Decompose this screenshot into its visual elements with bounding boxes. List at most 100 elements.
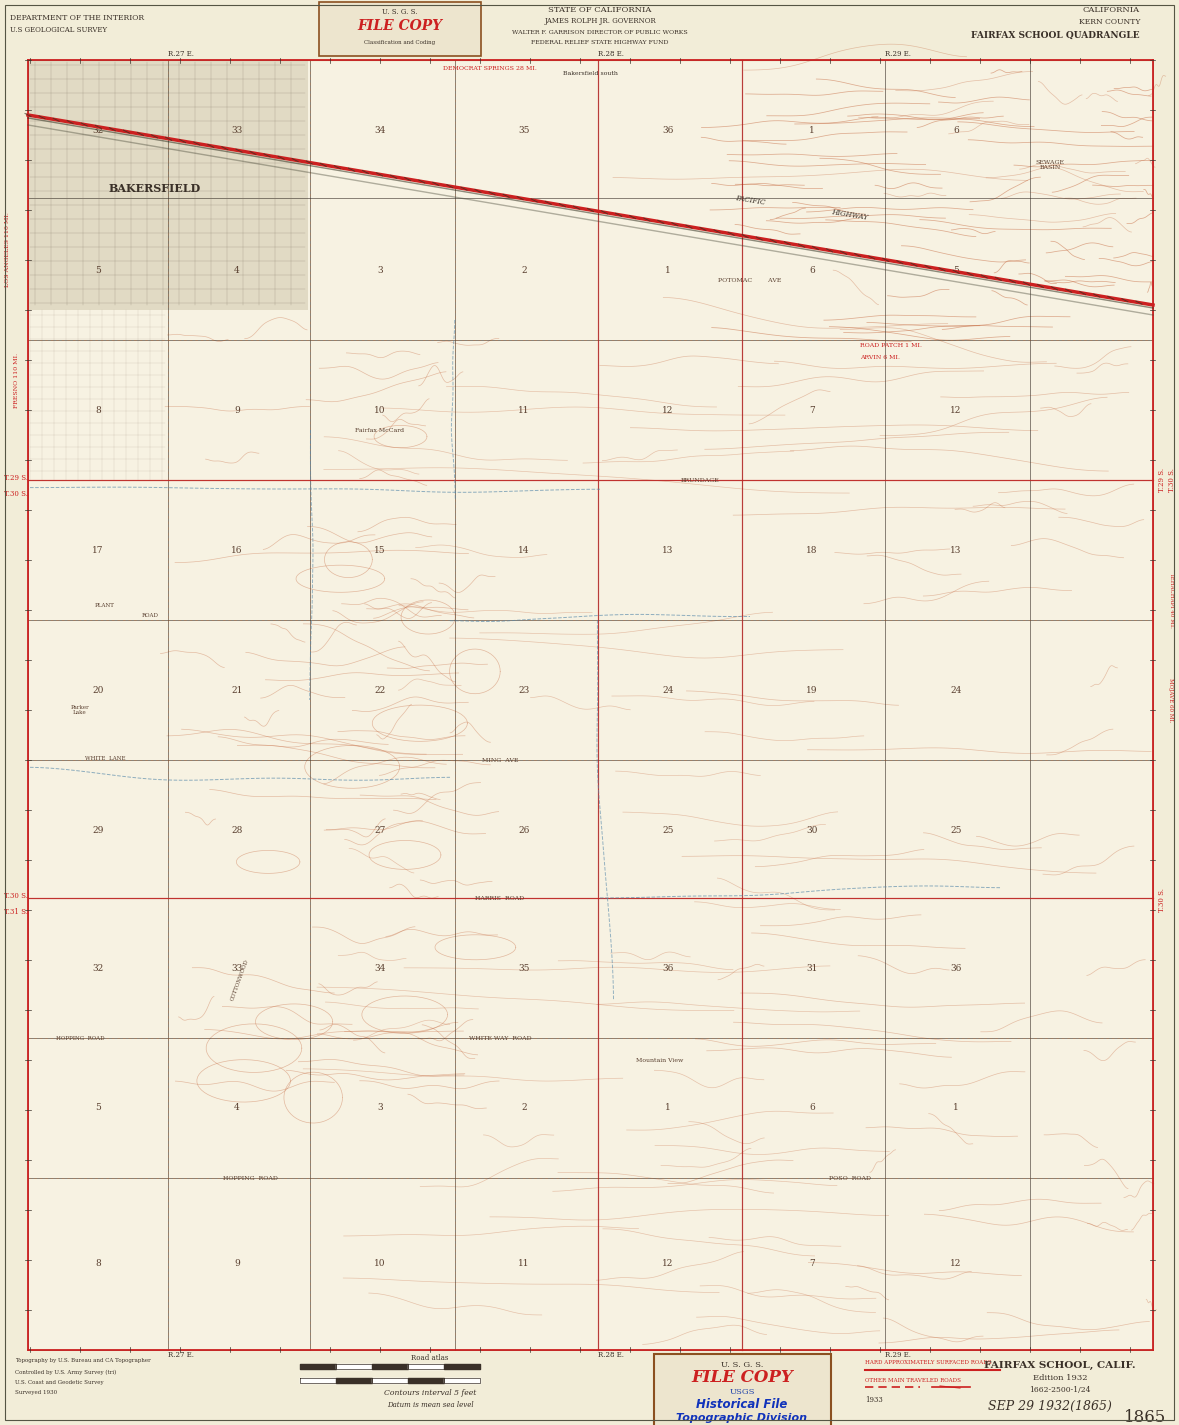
Text: 36: 36 (663, 963, 673, 972)
Text: 24: 24 (950, 685, 962, 694)
Text: 5: 5 (95, 1103, 101, 1113)
Text: Historical File: Historical File (697, 1398, 788, 1411)
Text: 6: 6 (809, 265, 815, 275)
Text: JAMES ROLPH JR. GOVERNOR: JAMES ROLPH JR. GOVERNOR (545, 17, 656, 26)
Text: LOS ANGELES 110 MI.: LOS ANGELES 110 MI. (6, 212, 11, 288)
Text: 4: 4 (235, 1103, 239, 1113)
Text: Mountain View: Mountain View (637, 1057, 684, 1063)
Text: 8: 8 (95, 406, 101, 415)
Text: 19: 19 (806, 685, 818, 694)
Text: 11: 11 (519, 406, 529, 415)
Text: Topography by U.S. Bureau and CA Topographer: Topography by U.S. Bureau and CA Topogra… (15, 1358, 151, 1362)
Text: U.S GEOLOGICAL SURVEY: U.S GEOLOGICAL SURVEY (9, 26, 107, 34)
Text: FAIRFAX SCHOOL QUADRANGLE: FAIRFAX SCHOOL QUADRANGLE (971, 30, 1140, 40)
Text: 30: 30 (806, 825, 818, 835)
Text: Datum is mean sea level: Datum is mean sea level (387, 1401, 473, 1409)
Text: MING  AVE: MING AVE (482, 758, 519, 762)
Text: TEHACHAPI 40 MI.: TEHACHAPI 40 MI. (1170, 571, 1174, 628)
Text: T.30 S.: T.30 S. (4, 490, 28, 497)
Text: 16: 16 (231, 546, 243, 554)
Text: U. S. G. S.: U. S. G. S. (720, 1361, 763, 1369)
Text: POTOMAC        AVE: POTOMAC AVE (718, 278, 782, 282)
Text: 13: 13 (950, 546, 962, 554)
Text: 34: 34 (374, 125, 386, 134)
Text: 2: 2 (521, 265, 527, 275)
Text: CALIFORNIA: CALIFORNIA (1082, 6, 1140, 14)
Text: Parker
Lake: Parker Lake (71, 704, 90, 715)
Text: HIGHWAY: HIGHWAY (831, 208, 869, 222)
Text: 31: 31 (806, 963, 818, 972)
Bar (0, 0, 1179, 63)
Text: 5: 5 (953, 265, 959, 275)
Text: 1865: 1865 (1124, 1409, 1166, 1425)
FancyBboxPatch shape (320, 1, 481, 56)
Text: R.29 E.: R.29 E. (885, 1351, 911, 1359)
Text: 36: 36 (663, 125, 673, 134)
Text: 23: 23 (519, 685, 529, 694)
Text: OTHER MAIN TRAVELED ROADS: OTHER MAIN TRAVELED ROADS (865, 1378, 961, 1382)
Bar (28, 60, 308, 311)
Text: ROAD PATCH 1 MI.: ROAD PATCH 1 MI. (859, 342, 922, 348)
Text: 10: 10 (374, 1260, 386, 1268)
Text: ROAD: ROAD (141, 613, 158, 617)
Text: DEPARTMENT OF THE INTERIOR: DEPARTMENT OF THE INTERIOR (9, 14, 144, 21)
Text: 6: 6 (809, 1103, 815, 1113)
Text: 32: 32 (92, 125, 104, 134)
Text: 34: 34 (374, 963, 386, 972)
Text: SEP 29 1932(1865): SEP 29 1932(1865) (988, 1399, 1112, 1412)
Text: WHITE WAY  ROAD: WHITE WAY ROAD (469, 1036, 532, 1040)
Text: 25: 25 (663, 825, 673, 835)
Text: FILE COPY: FILE COPY (691, 1369, 792, 1387)
Text: HOPPING  ROAD: HOPPING ROAD (55, 1036, 104, 1040)
Text: 6: 6 (953, 125, 959, 134)
Bar (0, 1349, 1179, 1425)
Text: 21: 21 (231, 685, 243, 694)
Text: SEWAGE
BASIN: SEWAGE BASIN (1035, 160, 1065, 171)
Text: 1: 1 (953, 1103, 959, 1113)
Text: BRUNDAGE: BRUNDAGE (680, 477, 719, 483)
Text: KERN COUNTY: KERN COUNTY (1079, 19, 1140, 26)
Text: 12: 12 (663, 1260, 673, 1268)
Text: T.29 S.: T.29 S. (4, 475, 28, 482)
Text: 12: 12 (950, 406, 962, 415)
Text: 1662-2500-1/24: 1662-2500-1/24 (1029, 1387, 1091, 1394)
Text: 35: 35 (519, 963, 529, 972)
Text: ARVIN 6 MI.: ARVIN 6 MI. (859, 355, 900, 359)
Text: Road atlas: Road atlas (411, 1354, 449, 1362)
Text: T.30 S.: T.30 S. (1168, 467, 1175, 492)
Text: U. S. G. S.: U. S. G. S. (382, 9, 417, 16)
Text: PACIFIC: PACIFIC (735, 194, 765, 207)
Text: 26: 26 (519, 825, 529, 835)
Text: 20: 20 (92, 685, 104, 694)
Text: T.29 S.: T.29 S. (1158, 467, 1166, 492)
Text: 5: 5 (95, 265, 101, 275)
Text: 1933: 1933 (865, 1396, 883, 1404)
Text: 17: 17 (92, 546, 104, 554)
Text: 33: 33 (231, 125, 243, 134)
Text: 2: 2 (521, 1103, 527, 1113)
Text: 12: 12 (663, 406, 673, 415)
Text: 29: 29 (92, 825, 104, 835)
Text: Bakersfield south: Bakersfield south (562, 70, 618, 76)
Text: POSO  ROAD: POSO ROAD (829, 1176, 871, 1180)
Text: DEMOCRAT SPRINGS 28 MI.: DEMOCRAT SPRINGS 28 MI. (443, 66, 536, 70)
Text: Surveyed 1930: Surveyed 1930 (15, 1389, 57, 1395)
Text: FRESNO 110 MI.: FRESNO 110 MI. (13, 352, 19, 408)
Text: HARRIS  ROAD: HARRIS ROAD (475, 895, 525, 901)
Text: 33: 33 (231, 963, 243, 972)
Text: Classification and Coding: Classification and Coding (364, 40, 435, 44)
Text: 24: 24 (663, 685, 673, 694)
Text: HOPPING  ROAD: HOPPING ROAD (223, 1176, 277, 1180)
Text: FEDERAL RELIEF STATE HIGHWAY FUND: FEDERAL RELIEF STATE HIGHWAY FUND (532, 40, 668, 44)
Text: Fairfax McCard: Fairfax McCard (355, 428, 404, 433)
Text: T.30 S.: T.30 S. (4, 892, 28, 901)
Text: Contours interval 5 feet: Contours interval 5 feet (384, 1389, 476, 1396)
Text: 1: 1 (809, 125, 815, 134)
Text: 18: 18 (806, 546, 818, 554)
Text: 3: 3 (377, 265, 383, 275)
Text: 36: 36 (950, 963, 962, 972)
Text: 28: 28 (231, 825, 243, 835)
Text: T.30 S.: T.30 S. (1158, 888, 1166, 912)
Text: R.28 E.: R.28 E. (598, 50, 624, 58)
Text: BAKERSFIELD: BAKERSFIELD (108, 182, 202, 194)
